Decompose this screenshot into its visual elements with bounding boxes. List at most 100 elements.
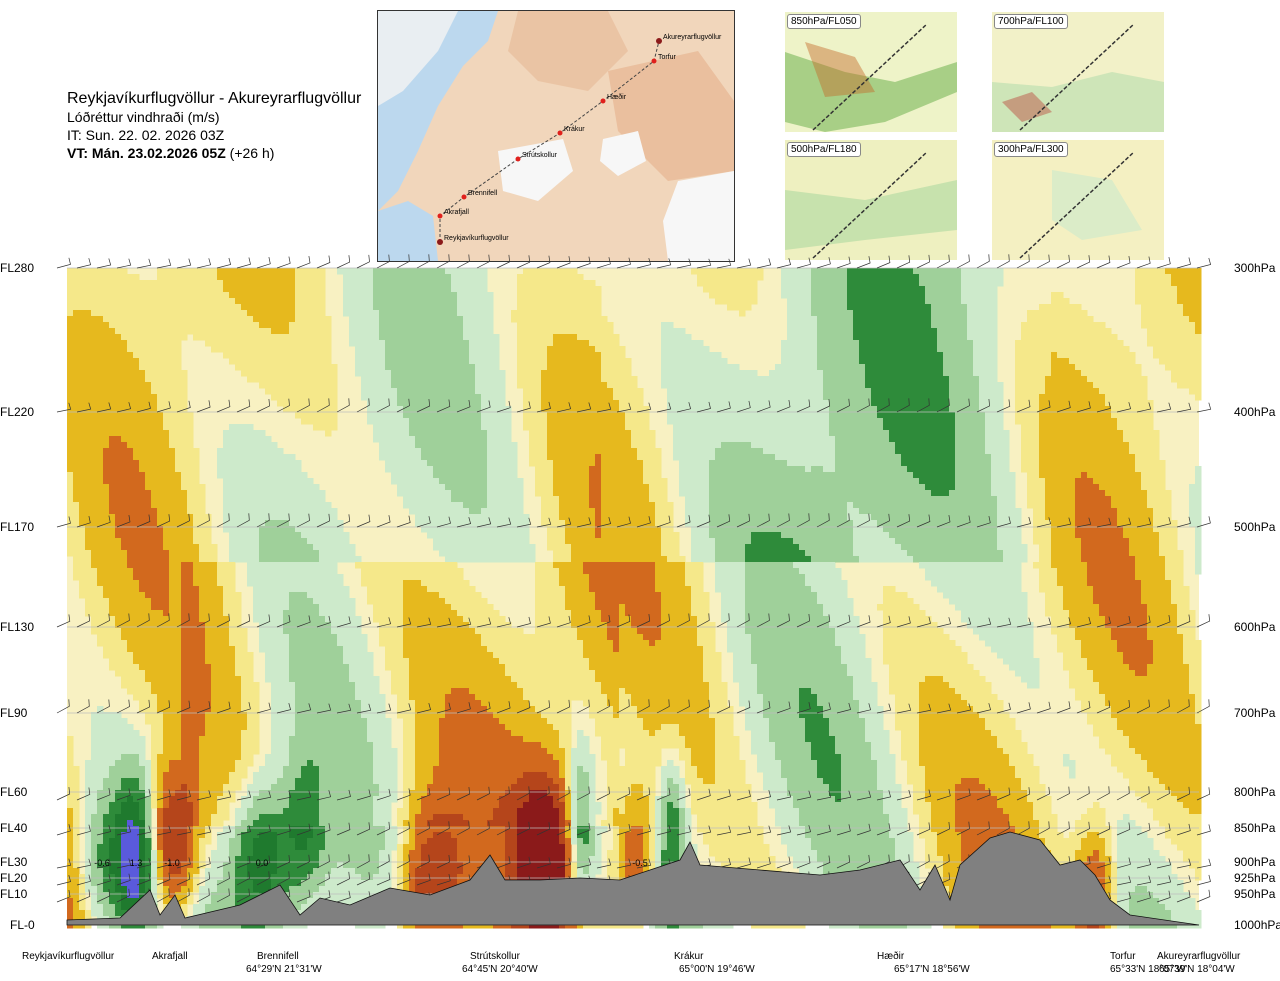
heatmap-cell (133, 418, 140, 425)
heatmap-cell (79, 280, 86, 287)
heatmap-cell (349, 766, 356, 773)
heatmap-cell (325, 622, 332, 629)
heatmap-cell (253, 460, 260, 467)
heatmap-cell (169, 832, 176, 839)
heatmap-cell (145, 388, 152, 395)
heatmap-cell (115, 388, 122, 395)
heatmap-cell (127, 886, 134, 893)
heatmap-cell (235, 430, 242, 437)
heatmap-cell (109, 328, 116, 335)
heatmap-cell (193, 268, 200, 275)
heatmap-cell (199, 490, 206, 497)
heatmap-cell (217, 904, 224, 911)
heatmap-cell (343, 790, 350, 797)
heatmap-cell (355, 742, 362, 749)
heatmap-cell (121, 520, 128, 527)
heatmap-cell (331, 742, 338, 749)
heatmap-cell (259, 856, 266, 863)
heatmap-cell (355, 772, 362, 779)
heatmap-cell (289, 748, 296, 755)
heatmap-cell (199, 844, 206, 851)
heatmap-cell (343, 700, 350, 707)
heatmap-cell (373, 694, 380, 701)
heatmap-cell (211, 556, 218, 563)
heatmap-cell (103, 736, 110, 743)
heatmap-cell (91, 826, 98, 833)
heatmap-cell (193, 670, 200, 677)
heatmap-cell (91, 430, 98, 437)
heatmap-cell (325, 754, 332, 761)
heatmap-cell (109, 352, 116, 359)
heatmap-cell (265, 766, 272, 773)
heatmap-cell (139, 604, 146, 611)
heatmap-cell (175, 754, 182, 761)
heatmap-cell (373, 430, 380, 437)
heatmap-cell (307, 550, 314, 557)
heatmap-cell (355, 634, 362, 641)
heatmap-cell (373, 700, 380, 707)
heatmap-cell (307, 622, 314, 629)
heatmap-cell (109, 766, 116, 773)
heatmap-cell (373, 754, 380, 761)
heatmap-cell (289, 778, 296, 785)
heatmap-cell (289, 532, 296, 539)
heatmap-cell (211, 610, 218, 617)
heatmap-cell (391, 292, 398, 299)
map-route-label: Strútskollur (522, 152, 558, 159)
heatmap-cell (73, 328, 80, 335)
heatmap-cell (367, 682, 374, 689)
heatmap-cell (139, 808, 146, 815)
heatmap-cell (373, 778, 380, 785)
heatmap-cell (253, 322, 260, 329)
heatmap-cell (157, 346, 164, 353)
heatmap-cell (103, 454, 110, 461)
heatmap-cell (283, 502, 290, 509)
heatmap-cell (199, 538, 206, 545)
heatmap-cell (211, 718, 218, 725)
heatmap-cell (91, 736, 98, 743)
heatmap-cell (169, 406, 176, 413)
heatmap-cell (157, 688, 164, 695)
heatmap-cell (121, 310, 128, 317)
heatmap-cell (331, 652, 338, 659)
heatmap-cell (265, 340, 272, 347)
heatmap-cell (241, 436, 248, 443)
heatmap-cell (229, 694, 236, 701)
heatmap-cell (121, 802, 128, 809)
heatmap-cell (109, 790, 116, 797)
heatmap-cell (91, 352, 98, 359)
heatmap-cell (115, 808, 122, 815)
heatmap-cell (109, 796, 116, 803)
heatmap-cell (253, 520, 260, 527)
heatmap-cell (325, 868, 332, 875)
heatmap-cell (145, 760, 152, 767)
heatmap-cell (253, 892, 260, 899)
heatmap-cell (163, 532, 170, 539)
heatmap-cell (331, 418, 338, 425)
heatmap-cell (139, 778, 146, 785)
heatmap-cell (223, 334, 230, 341)
heatmap-cell (91, 490, 98, 497)
heatmap-cell (139, 676, 146, 683)
heatmap-cell (235, 664, 242, 671)
heatmap-cell (379, 454, 386, 461)
heatmap-cell (85, 874, 92, 881)
heatmap-cell (157, 712, 164, 719)
heatmap-cell (67, 892, 74, 899)
heatmap-cell (67, 334, 74, 341)
heatmap-cell (205, 316, 212, 323)
heatmap-cell (373, 400, 380, 407)
heatmap-cell (103, 802, 110, 809)
heatmap-cell (259, 430, 266, 437)
heatmap-cell (109, 658, 116, 665)
heatmap-cell (121, 862, 128, 869)
heatmap-cell (295, 274, 302, 281)
heatmap-cell (97, 442, 104, 449)
heatmap-cell (283, 832, 290, 839)
heatmap-cell (349, 724, 356, 731)
heatmap-cell (307, 694, 314, 701)
heatmap-cell (211, 766, 218, 773)
heatmap-cell (151, 766, 158, 773)
heatmap-cell (349, 316, 356, 323)
heatmap-cell (235, 532, 242, 539)
